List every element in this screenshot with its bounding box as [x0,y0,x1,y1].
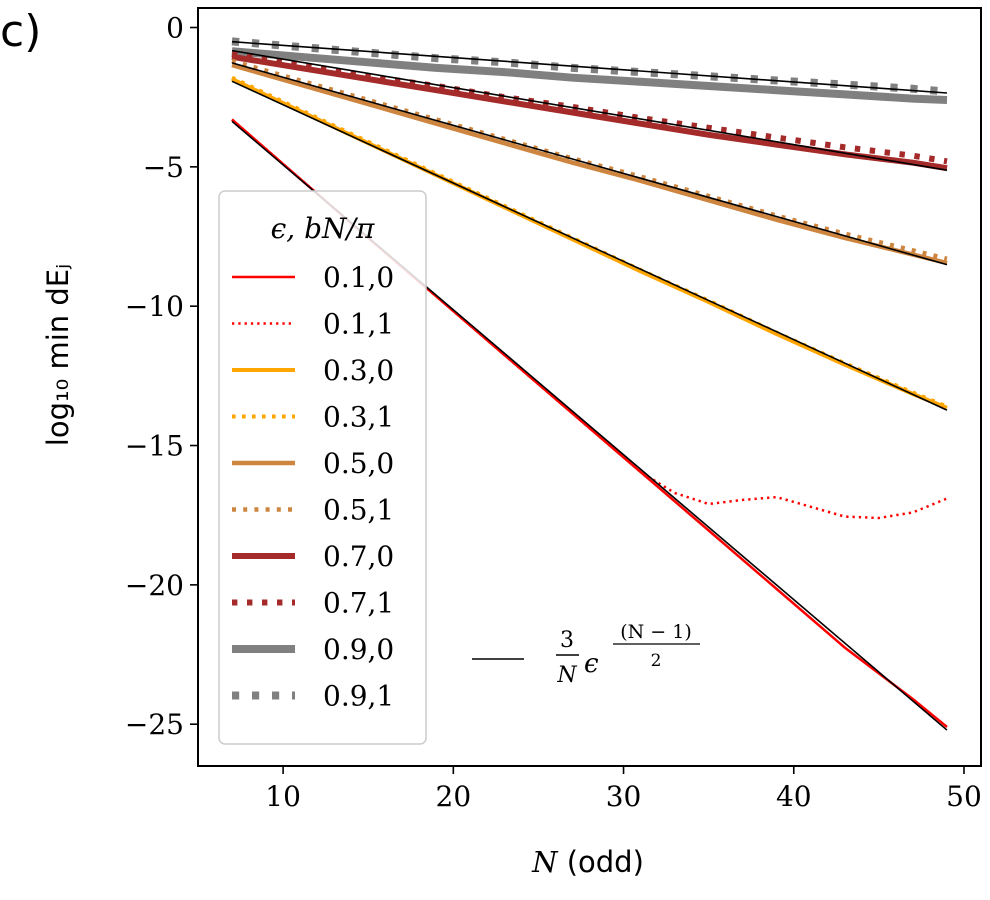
x-tick-label: 20 [436,780,472,813]
y-tick-label: −25 [125,708,184,741]
reference-line-eps-0-9 [231,40,948,94]
x-tick-label: 10 [265,780,301,813]
plot-frame [197,7,982,767]
legend-label: 0.1,0 [323,261,394,294]
legend-label: 0.9,1 [323,680,394,713]
series-line-0-9-1 [231,37,948,96]
legend-label: 0.3,0 [323,354,394,387]
legend-label: 0.7,0 [323,540,394,573]
legend-label: 0.9,0 [323,633,394,666]
y-tick-label: 0 [166,12,184,45]
y-tick-label: −5 [143,151,184,184]
formula-epsilon: ϵ [584,649,599,679]
formula-numerator: 3 [560,628,574,653]
series-line-0-9-0 [231,47,948,104]
series-line-0-5-0 [231,62,948,266]
legend-label: 0.1,1 [323,308,394,341]
x-axis-label: N (odd) [532,845,644,879]
legend-box [218,190,427,745]
panel-label: c) [0,6,42,57]
legend-title: ϵ, bN/π [271,212,375,245]
x-tick-label: 30 [606,780,642,813]
y-tick-label: −20 [125,569,184,602]
formula-denominator: N [556,663,577,688]
x-tick-label: 40 [776,780,812,813]
formula-exp-numerator: (N − 1) [620,621,692,643]
y-tick-label: −15 [125,430,184,463]
legend-label: 0.3,1 [323,401,394,434]
reference-line-eps-0-3 [231,80,948,411]
formula-exp-denominator: 2 [651,651,662,671]
y-tick-label: −10 [125,290,184,323]
legend-label: 0.5,1 [323,494,394,527]
x-tick-label: 50 [946,780,982,813]
legend-label: 0.7,1 [323,587,394,620]
reference-line-eps-0-7 [231,49,948,171]
legend-label: 0.5,0 [323,447,394,480]
reference-line-eps-0-5 [231,62,948,266]
series-line-0-7-1 [231,51,948,165]
